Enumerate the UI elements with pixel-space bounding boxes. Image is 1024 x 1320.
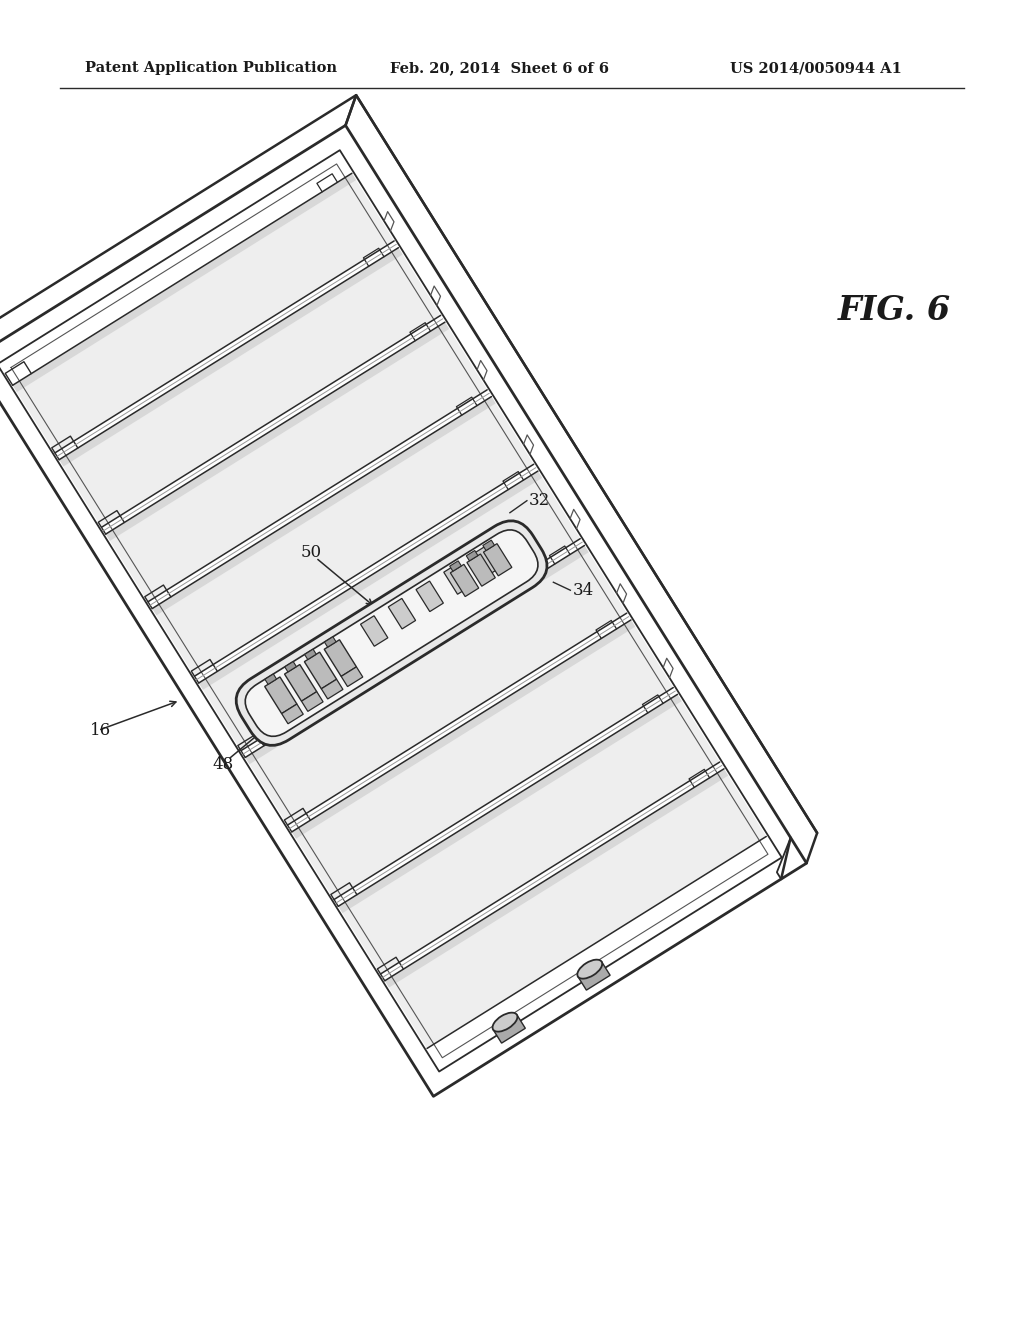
Ellipse shape (578, 960, 602, 978)
Polygon shape (466, 550, 478, 561)
Polygon shape (338, 694, 682, 913)
Polygon shape (12, 173, 356, 392)
Polygon shape (443, 564, 471, 594)
Polygon shape (105, 322, 450, 541)
Polygon shape (304, 649, 316, 660)
Polygon shape (385, 768, 728, 987)
Polygon shape (285, 661, 296, 672)
Polygon shape (338, 694, 720, 974)
Text: 16: 16 (90, 722, 112, 739)
Polygon shape (153, 396, 496, 615)
Polygon shape (578, 962, 610, 990)
Polygon shape (199, 471, 581, 751)
Text: Patent Application Publication: Patent Application Publication (85, 61, 337, 75)
FancyBboxPatch shape (245, 529, 538, 737)
Polygon shape (199, 471, 542, 690)
Polygon shape (12, 173, 394, 453)
Polygon shape (471, 546, 499, 577)
Polygon shape (59, 248, 402, 466)
Polygon shape (325, 636, 336, 647)
Polygon shape (494, 1015, 525, 1043)
Ellipse shape (493, 1012, 517, 1032)
Polygon shape (292, 620, 635, 838)
Text: Feb. 20, 2014  Sheet 6 of 6: Feb. 20, 2014 Sheet 6 of 6 (390, 61, 609, 75)
Polygon shape (105, 322, 487, 602)
Polygon shape (385, 768, 766, 1048)
Polygon shape (360, 615, 388, 647)
Polygon shape (483, 544, 512, 576)
Text: FIG. 6: FIG. 6 (838, 293, 951, 326)
Text: 32: 32 (529, 492, 550, 510)
Polygon shape (282, 704, 303, 723)
Polygon shape (451, 565, 479, 597)
Polygon shape (467, 554, 496, 586)
Polygon shape (245, 545, 589, 764)
Polygon shape (322, 680, 343, 700)
Polygon shape (388, 598, 416, 628)
Text: 50: 50 (301, 544, 322, 561)
Polygon shape (264, 677, 297, 714)
Polygon shape (292, 620, 673, 899)
Polygon shape (59, 248, 440, 528)
Text: 34: 34 (572, 582, 594, 599)
Polygon shape (285, 664, 316, 701)
Polygon shape (416, 581, 443, 611)
FancyBboxPatch shape (237, 521, 547, 746)
Polygon shape (153, 396, 534, 676)
Text: US 2014/0050944 A1: US 2014/0050944 A1 (730, 61, 902, 75)
Polygon shape (265, 675, 276, 684)
Polygon shape (301, 692, 324, 711)
Polygon shape (304, 652, 337, 689)
Polygon shape (245, 545, 627, 825)
Polygon shape (325, 640, 356, 676)
Polygon shape (450, 561, 462, 572)
Polygon shape (341, 667, 362, 686)
Text: 48: 48 (213, 756, 234, 774)
Polygon shape (483, 540, 495, 550)
